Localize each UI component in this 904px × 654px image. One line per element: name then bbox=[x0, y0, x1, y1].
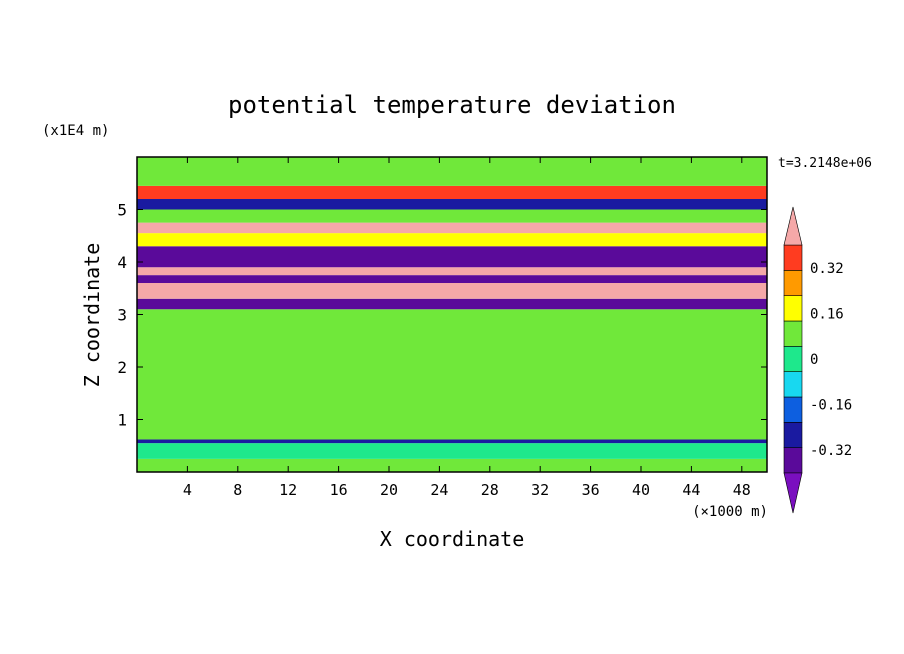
x-tick-label: 36 bbox=[582, 481, 600, 499]
field-band bbox=[137, 157, 767, 186]
y-tick-label: 5 bbox=[117, 201, 127, 220]
field-band bbox=[137, 275, 767, 283]
field-band bbox=[137, 267, 767, 276]
colorbar-tick-label: -0.16 bbox=[810, 398, 852, 414]
x-tick-label: 12 bbox=[279, 481, 297, 499]
x-tick-label: 20 bbox=[380, 481, 398, 499]
colorbar-swatch bbox=[783, 422, 803, 448]
colorbar-tick-label: -0.32 bbox=[810, 443, 852, 459]
colorbar-min-arrow bbox=[783, 472, 803, 514]
colorbar-swatch bbox=[783, 447, 803, 474]
field-band bbox=[137, 388, 767, 440]
colorbar-tick-label: 0.16 bbox=[810, 306, 844, 322]
plot-area bbox=[137, 157, 767, 472]
colorbar-max-arrow bbox=[783, 206, 803, 246]
x-axis: 4 8 12 16 20 24 28 32 36 40 44 48 bbox=[183, 157, 751, 499]
colorbar-swatch bbox=[783, 320, 803, 347]
x-tick-label: 28 bbox=[481, 481, 499, 499]
x-tick-label: 24 bbox=[430, 481, 448, 499]
colorbar-swatch bbox=[783, 244, 803, 271]
y-tick-label: 2 bbox=[117, 358, 127, 377]
field-band bbox=[137, 233, 767, 247]
field-band bbox=[137, 246, 767, 268]
x-tick-label: 40 bbox=[632, 481, 650, 499]
field-band bbox=[137, 458, 767, 472]
y-tick-label: 4 bbox=[117, 253, 127, 272]
field-band bbox=[137, 199, 767, 210]
field-band bbox=[137, 439, 767, 444]
x-axis-unit: (×1000 m) bbox=[692, 504, 768, 520]
x-tick-label: 8 bbox=[233, 481, 242, 499]
field-band bbox=[137, 222, 767, 234]
y-axis: 1 2 3 4 5 bbox=[117, 201, 767, 430]
x-tick-label: 16 bbox=[330, 481, 348, 499]
x-axis-label: X coordinate bbox=[380, 527, 525, 551]
colorbar-tick-label: 0 bbox=[810, 352, 818, 368]
colorbar-tick-label: 0.32 bbox=[810, 261, 844, 277]
y-tick-label: 1 bbox=[117, 411, 127, 430]
field-band bbox=[137, 443, 767, 459]
colorbar-swatch bbox=[783, 270, 803, 296]
field-band bbox=[137, 185, 767, 199]
y-tick-label: 3 bbox=[117, 306, 127, 325]
x-tick-label: 32 bbox=[531, 481, 549, 499]
colorbar: 0.32 0.16 0 -0.16 -0.32 bbox=[783, 206, 852, 514]
chart-title: potential temperature deviation bbox=[228, 91, 676, 119]
field-band bbox=[137, 309, 767, 388]
x-tick-label: 48 bbox=[733, 481, 751, 499]
colorbar-swatch bbox=[783, 295, 803, 322]
colorbar-swatch bbox=[783, 346, 803, 372]
colorbar-swatch bbox=[783, 396, 803, 423]
colorbar-swatch bbox=[783, 371, 803, 398]
time-label: t=3.2148e+06 bbox=[778, 156, 872, 171]
field-band bbox=[137, 283, 767, 299]
field-band bbox=[137, 298, 767, 310]
y-axis-label: Z coordinate bbox=[80, 243, 104, 388]
x-tick-label: 44 bbox=[682, 481, 700, 499]
field-band bbox=[137, 209, 767, 223]
y-axis-unit: (x1E4 m) bbox=[42, 123, 109, 139]
x-tick-label: 4 bbox=[183, 481, 192, 499]
